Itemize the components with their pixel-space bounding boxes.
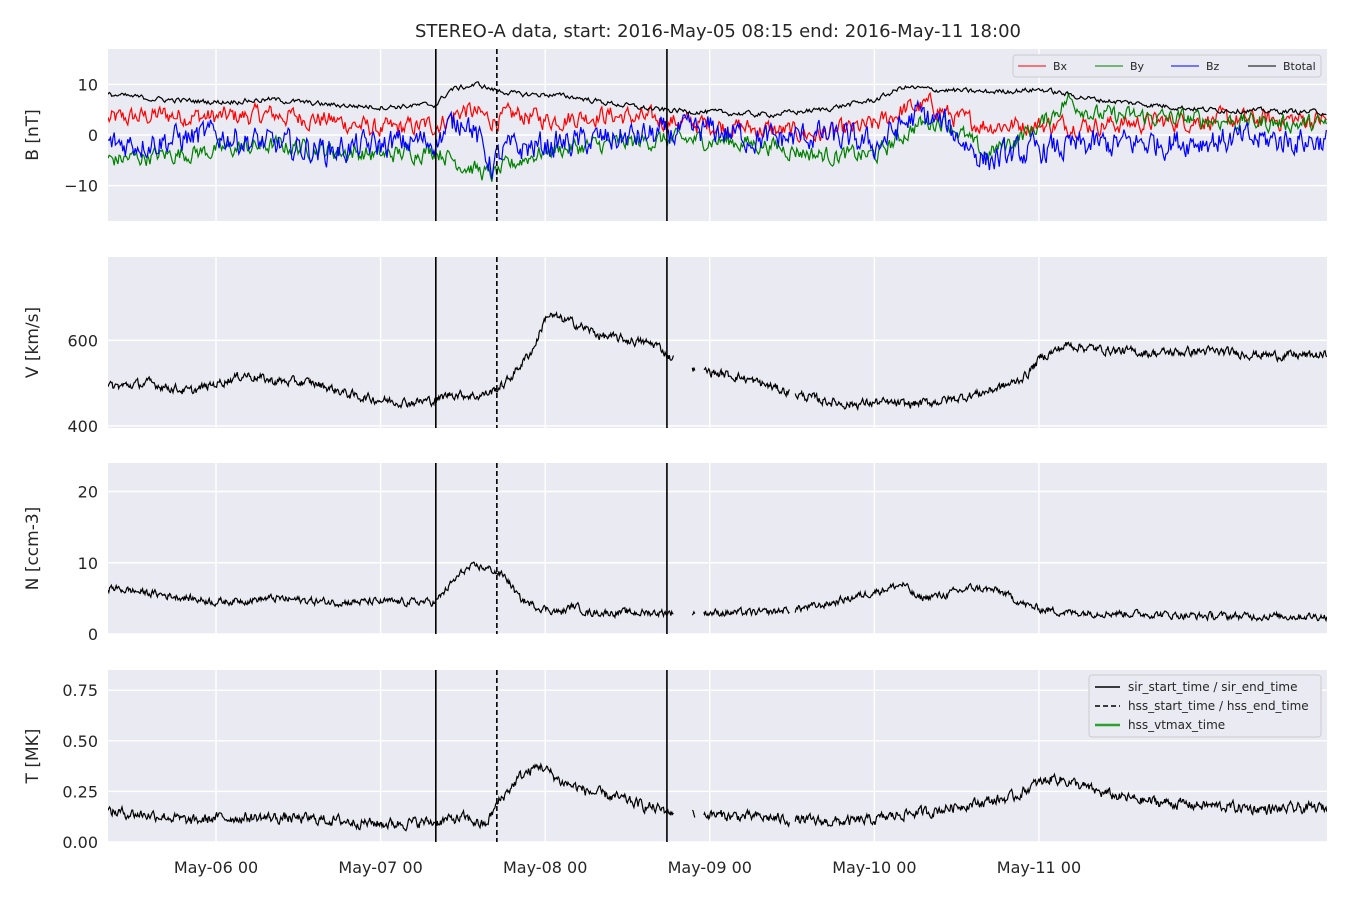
x-tick-label: May-11 00 <box>997 858 1081 877</box>
y-tick-label: −10 <box>64 177 98 196</box>
x-tick-label: May-08 00 <box>503 858 587 877</box>
y-tick-label: 0 <box>88 126 98 145</box>
panel-V: 600 400 V [km/s] <box>23 257 1327 436</box>
legend-label-btotal: Btotal <box>1283 60 1316 73</box>
y-axis-label: N [ccm-3] <box>23 507 43 591</box>
y-tick-label: 0.75 <box>62 681 98 700</box>
y-tick-label: 20 <box>78 483 98 502</box>
legend-t: sir_start_time / sir_end_time hss_start_t… <box>1088 674 1322 738</box>
legend-b: Bx By Bz Btotal <box>1012 54 1322 78</box>
series-line-v <box>108 310 1327 412</box>
y-tick-label: 600 <box>67 331 98 350</box>
y-tick-label: 0.00 <box>62 833 98 852</box>
panel-B: 10 0 −10 B [nT] Bx By Bz Btotal <box>23 49 1327 221</box>
y-tick-label: 10 <box>78 75 98 94</box>
x-tick-label: May-10 00 <box>832 858 916 877</box>
series-line-t <box>108 762 1327 832</box>
x-tick-label: May-07 00 <box>338 858 422 877</box>
chart-title: STEREO-A data, start: 2016-May-05 08:15 … <box>415 21 1021 42</box>
legend-frame <box>1012 54 1322 78</box>
x-tick-label: May-09 00 <box>668 858 752 877</box>
panel-background <box>108 257 1327 428</box>
panel-N: 20 10 0 N [ccm-3] <box>23 463 1327 644</box>
panel-T: 0.75 0.50 0.25 0.00 T [MK] sir_start_time / s… <box>23 670 1327 852</box>
legend-label-bx: Bx <box>1053 60 1068 73</box>
legend-frame <box>1088 674 1322 738</box>
legend-label-1: hss_start_time / hss_end_time <box>1128 699 1309 713</box>
y-axis-label: T [MK] <box>23 729 43 785</box>
x-tick-label: May-06 00 <box>174 858 258 877</box>
y-tick-label: 0.50 <box>62 732 98 751</box>
y-axis-label: B [nT] <box>23 109 43 161</box>
series-line-n <box>108 561 1327 623</box>
legend-label-2: hss_vtmax_time <box>1128 718 1225 732</box>
y-tick-label: 0.25 <box>62 782 98 801</box>
legend-label-0: sir_start_time / sir_end_time <box>1128 680 1298 694</box>
series-line-btotal <box>108 81 1327 119</box>
legend-label-by: By <box>1130 60 1145 73</box>
y-tick-label: 10 <box>78 554 98 573</box>
y-tick-label: 400 <box>67 417 98 436</box>
y-tick-label: 0 <box>88 625 98 644</box>
series-line-bz <box>108 99 1327 180</box>
panel-background <box>108 463 1327 634</box>
y-axis-label: V [km/s] <box>23 307 43 378</box>
legend-label-bz: Bz <box>1206 60 1220 73</box>
